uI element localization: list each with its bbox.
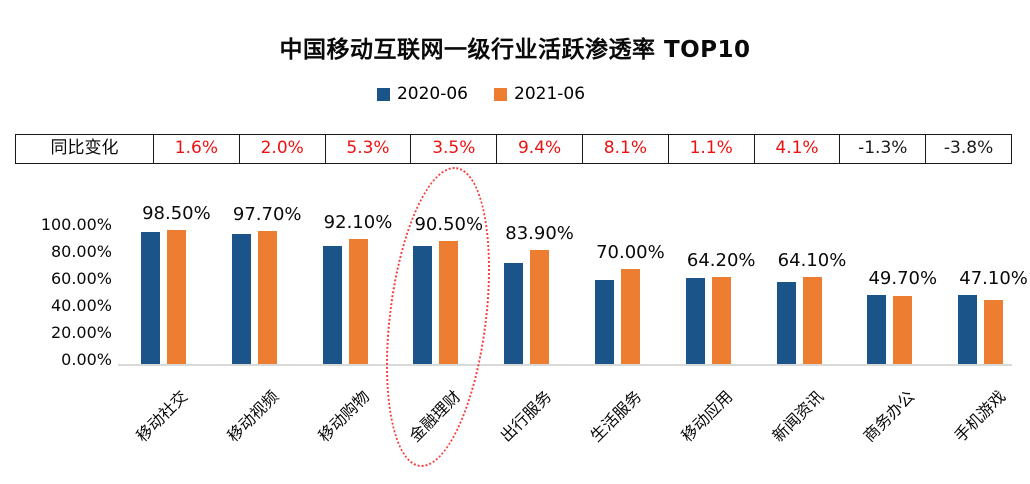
y-axis-tick-label: 40.00% bbox=[50, 296, 112, 315]
yoy-value-cell: 8.1% bbox=[581, 135, 668, 163]
yoy-value-cell: 2.0% bbox=[238, 135, 325, 163]
bar-value-label: 49.70% bbox=[868, 267, 938, 289]
yoy-value-cell: 5.3% bbox=[324, 135, 411, 163]
bar-2021 bbox=[439, 240, 459, 364]
x-axis-line bbox=[118, 364, 1012, 366]
category-label: 生活服务 bbox=[586, 386, 646, 446]
bar-value-label: 97.70% bbox=[232, 204, 302, 226]
bar-2021 bbox=[166, 230, 186, 364]
y-axis-tick-label: 80.00% bbox=[50, 242, 112, 261]
yoy-change-table: 同比变化 1.6% 2.0% 5.3% 3.5% 9.4% 8.1% 1.1% 4.1% -1.… bbox=[15, 134, 1012, 164]
yoy-value-cell: 1.6% bbox=[153, 135, 239, 163]
bar-2020 bbox=[867, 294, 887, 364]
y-axis-tick-label: 60.00% bbox=[50, 269, 112, 288]
bar-2021 bbox=[984, 299, 1004, 364]
bar-2020 bbox=[140, 232, 160, 364]
yoy-value-cell: 3.5% bbox=[410, 135, 496, 163]
yoy-value-cell: -3.8% bbox=[925, 135, 1011, 163]
bar-2021 bbox=[348, 238, 368, 364]
yoy-value-cell: 9.4% bbox=[496, 135, 582, 163]
chart-title: 中国移动互联网一级行业活跃渗透率 TOP10 bbox=[279, 37, 751, 63]
legend-swatch-2021-icon bbox=[494, 87, 507, 101]
bar-value-label: 47.10% bbox=[959, 267, 1028, 289]
yoy-value-cell: 4.1% bbox=[753, 135, 840, 163]
bar-2020 bbox=[413, 245, 433, 364]
yoy-value-cell: -1.3% bbox=[839, 135, 925, 163]
bar-2020 bbox=[685, 278, 705, 364]
bar-2020 bbox=[322, 245, 342, 364]
bar-value-label: 98.50% bbox=[142, 203, 211, 225]
category-label: 新闻资讯 bbox=[768, 386, 828, 446]
bar-2020 bbox=[594, 279, 614, 364]
bar-value-label: 92.10% bbox=[323, 211, 393, 233]
category-label: 商务办公 bbox=[859, 386, 919, 446]
bar-value-label: 90.50% bbox=[414, 213, 484, 235]
category-label: 移动社交 bbox=[132, 386, 192, 446]
bar-2021 bbox=[620, 268, 640, 364]
bar-value-label: 70.00% bbox=[596, 241, 665, 263]
y-axis-tick-label: 20.00% bbox=[50, 323, 112, 342]
category-label: 移动购物 bbox=[314, 386, 374, 446]
category-label: 移动视频 bbox=[223, 386, 283, 446]
bar-value-label: 83.90% bbox=[505, 222, 574, 244]
legend-swatch-2020-icon bbox=[376, 87, 390, 101]
bar-2021 bbox=[802, 276, 822, 364]
legend-label-2021: 2021-06 bbox=[514, 84, 586, 104]
legend: 2020-06 2021-06 bbox=[0, 84, 996, 104]
legend-item-2020: 2020-06 bbox=[376, 84, 468, 104]
yoy-header-cell: 同比变化 bbox=[50, 138, 119, 158]
category-label: 移动应用 bbox=[677, 386, 737, 446]
bar-2020 bbox=[958, 294, 978, 364]
bar-2021 bbox=[257, 231, 277, 364]
category-label: 出行服务 bbox=[496, 386, 555, 446]
y-axis-tick-label: 0.00% bbox=[61, 350, 112, 369]
bar-2020 bbox=[504, 262, 524, 364]
category-label: 手机游戏 bbox=[950, 386, 1009, 446]
y-axis-tick-label: 100.00% bbox=[40, 215, 112, 234]
bar-2021 bbox=[530, 249, 550, 364]
category-label: 金融理财 bbox=[405, 386, 465, 446]
yoy-value-cell: 1.1% bbox=[667, 135, 754, 163]
bar-value-label: 64.20% bbox=[686, 249, 756, 271]
bar-value-label: 64.10% bbox=[777, 249, 847, 271]
bar-2020 bbox=[776, 282, 796, 364]
bar-2021 bbox=[893, 296, 913, 364]
bar-2020 bbox=[231, 233, 251, 364]
legend-label-2020: 2020-06 bbox=[396, 84, 468, 104]
bar-2021 bbox=[711, 276, 731, 364]
legend-item-2021: 2021-06 bbox=[494, 84, 585, 104]
